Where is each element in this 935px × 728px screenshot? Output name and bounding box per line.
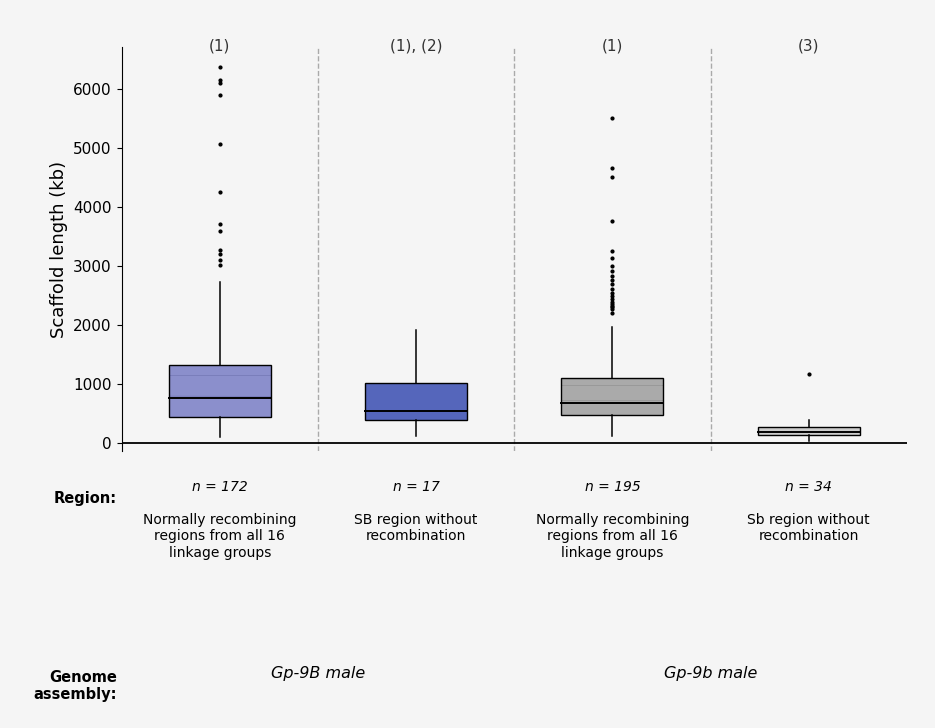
Text: Gp-9B male: Gp-9B male — [271, 666, 365, 681]
Polygon shape — [0, 378, 935, 416]
Text: (1): (1) — [209, 38, 230, 53]
Polygon shape — [0, 365, 935, 417]
Polygon shape — [0, 378, 935, 416]
Polygon shape — [0, 378, 935, 416]
Polygon shape — [0, 365, 935, 417]
Polygon shape — [0, 365, 935, 417]
Polygon shape — [0, 378, 935, 416]
Polygon shape — [0, 365, 935, 417]
Polygon shape — [0, 365, 935, 417]
Polygon shape — [0, 365, 935, 417]
Polygon shape — [0, 365, 935, 417]
Polygon shape — [0, 365, 935, 417]
Polygon shape — [0, 378, 935, 416]
Polygon shape — [0, 365, 935, 417]
Text: Sb region without
recombination: Sb region without recombination — [747, 513, 870, 543]
Polygon shape — [0, 365, 935, 417]
Text: Gp-9b male: Gp-9b male — [664, 666, 757, 681]
Polygon shape — [0, 378, 935, 416]
Text: (1): (1) — [602, 38, 623, 53]
Text: n = 34: n = 34 — [785, 480, 832, 494]
Polygon shape — [0, 378, 935, 416]
Text: Genome
assembly:: Genome assembly: — [34, 670, 117, 703]
Bar — [365, 383, 468, 419]
Polygon shape — [0, 378, 935, 416]
Polygon shape — [0, 378, 935, 416]
Bar — [561, 378, 664, 416]
Polygon shape — [0, 378, 935, 416]
Text: n = 172: n = 172 — [192, 480, 248, 494]
Y-axis label: Scaffold length (kb): Scaffold length (kb) — [50, 161, 67, 338]
Text: (1), (2): (1), (2) — [390, 38, 442, 53]
Polygon shape — [0, 365, 935, 417]
Text: Normally recombining
regions from all 16
linkage groups: Normally recombining regions from all 16… — [143, 513, 296, 560]
Polygon shape — [0, 365, 935, 417]
Text: (3): (3) — [798, 38, 819, 53]
Polygon shape — [0, 365, 935, 417]
Polygon shape — [0, 378, 935, 416]
Polygon shape — [0, 378, 935, 416]
Text: n = 195: n = 195 — [584, 480, 640, 494]
Polygon shape — [0, 365, 935, 417]
Polygon shape — [0, 365, 935, 417]
Bar — [757, 427, 860, 435]
Polygon shape — [0, 365, 935, 417]
Text: n = 17: n = 17 — [393, 480, 439, 494]
Polygon shape — [0, 378, 935, 416]
Text: Normally recombining
regions from all 16
linkage groups: Normally recombining regions from all 16… — [536, 513, 689, 560]
Polygon shape — [0, 378, 935, 416]
Polygon shape — [0, 378, 935, 416]
Text: Region:: Region: — [53, 491, 117, 507]
Bar — [168, 365, 271, 417]
Polygon shape — [0, 365, 935, 417]
Text: SB region without
recombination: SB region without recombination — [354, 513, 478, 543]
Polygon shape — [0, 378, 935, 416]
Polygon shape — [0, 378, 935, 416]
